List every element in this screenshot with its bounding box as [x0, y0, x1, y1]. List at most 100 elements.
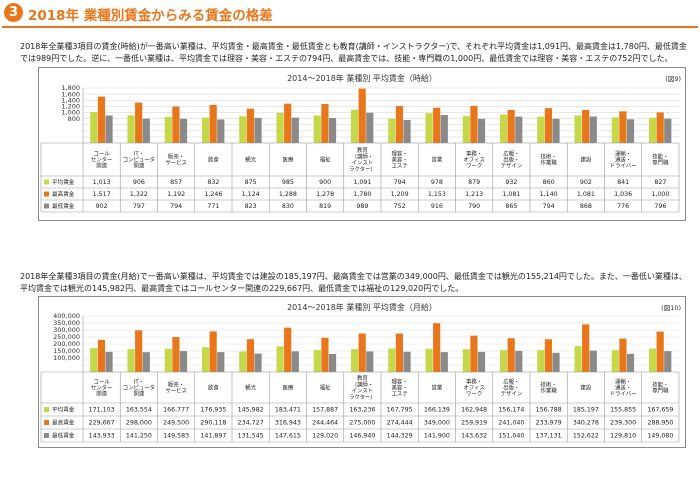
category-label: 観光 [245, 384, 256, 392]
section-header: 3 2018年 業種別賃金からみる賃金の格差 [2, 2, 698, 28]
bar-min [254, 117, 262, 143]
value-cell-avg: 879 [468, 179, 480, 186]
legend-label-min: 最低賃金 [52, 202, 75, 210]
y-tick-label: 1,000 [61, 109, 80, 117]
bar-max [582, 324, 590, 372]
bar-avg [350, 349, 359, 372]
legend-swatch-min [44, 433, 49, 438]
bar-min [552, 352, 560, 372]
bar-avg [537, 350, 545, 372]
bar-max [135, 330, 143, 372]
category-label: 福祉 [320, 156, 331, 164]
category-label: 建設 [580, 384, 591, 392]
bar-max [656, 331, 664, 372]
chart-title-monthly: 2014～2018年 業種別 平均賃金（月給） [287, 303, 437, 312]
y-tick-label: 100,000 [53, 354, 80, 362]
bar-min [328, 117, 337, 143]
value-cell-max: 1,081 [502, 191, 520, 198]
chart-title-hourly: 2014～2018年 業種別 平均賃金（時給） [287, 74, 437, 83]
chart-monthly: 100,000150,000200,000250,000300,000350,0… [40, 312, 680, 443]
category-label: 運輸・通送・ドライバー [610, 149, 637, 169]
bar-min [105, 351, 113, 372]
bar-max [544, 108, 553, 143]
bar-avg [574, 115, 582, 143]
bar-avg [127, 349, 135, 372]
value-cell-avg: 794 [394, 179, 406, 186]
bar-min [403, 351, 411, 372]
category-label: 技術・作業職 [541, 380, 558, 394]
value-cell-min: 129,810 [610, 433, 636, 440]
bar-max [619, 111, 627, 143]
value-cell-max: 1,000 [651, 191, 669, 198]
value-cell-avg: 145,982 [238, 407, 264, 414]
category-label: 営業 [431, 156, 442, 164]
category-label: 技能・専門職 [652, 152, 669, 166]
y-tick-label: 800 [68, 115, 80, 123]
value-cell-avg: 985 [282, 179, 294, 186]
value-cell-max: 1,517 [93, 191, 111, 198]
value-cell-min: 141,900 [424, 433, 450, 440]
section-title: 2018年 業種別賃金からみる賃金の格差 [28, 8, 273, 24]
bar-min [217, 119, 225, 143]
bar-avg [90, 348, 98, 372]
category-label: 広報・出版・デザイン [501, 149, 523, 169]
section-number: 3 [4, 3, 23, 22]
figure-label-hourly: (図9) [665, 75, 681, 83]
value-cell-max: 290,118 [200, 420, 226, 427]
bar-min [440, 352, 448, 372]
bar-max [619, 338, 627, 372]
category-label: 技能・専門職 [652, 380, 669, 394]
bar-min [105, 115, 113, 143]
value-cell-min: 149,583 [163, 433, 189, 440]
bar-max [395, 333, 404, 372]
value-cell-avg: 185,197 [573, 407, 599, 414]
value-cell-max: 1,140 [540, 191, 558, 198]
value-cell-min: 147,615 [275, 433, 301, 440]
bar-min [515, 350, 523, 372]
value-cell-avg: 156,788 [536, 407, 562, 414]
bar-avg [537, 116, 545, 143]
bar-avg [388, 118, 396, 143]
value-cell-avg: 176,935 [200, 407, 226, 414]
category-label: IT・コンピュータ関連 [123, 379, 155, 397]
legend-swatch-avg [44, 407, 49, 412]
y-tick-label: 1,600 [61, 90, 80, 98]
bar-max [433, 323, 441, 372]
bar-min [179, 118, 188, 143]
value-cell-avg: 827 [654, 179, 666, 186]
bar-avg [574, 346, 582, 372]
bar-max [321, 337, 329, 372]
category-label: 販売・サービス [165, 152, 187, 166]
bar-min [254, 353, 262, 372]
category-label: 広報・出版・デザイン [501, 377, 523, 397]
value-cell-max: 298,000 [126, 420, 152, 427]
bar-avg [611, 117, 619, 143]
bar-min [217, 352, 225, 372]
bar-min [142, 352, 150, 372]
y-tick-label: 200,000 [53, 340, 80, 348]
category-label: 営業 [431, 384, 442, 392]
value-cell-max: 1,036 [614, 191, 632, 198]
bar-max [209, 104, 217, 143]
value-cell-avg: 183,471 [275, 407, 301, 414]
bar-min [291, 117, 299, 143]
y-tick-label: 150,000 [53, 347, 80, 355]
category-label: 観光 [245, 156, 256, 164]
value-cell-max: 239,300 [610, 420, 636, 427]
value-cell-max: 229,667 [89, 420, 115, 427]
bar-max [321, 103, 329, 143]
bar-avg [239, 116, 247, 143]
value-cell-max: 1,246 [204, 191, 222, 198]
bar-avg [462, 116, 470, 143]
category-label: 理容・美容・エステ [392, 149, 408, 169]
value-cell-max: 316,943 [275, 420, 301, 427]
value-cell-avg: 171,103 [89, 407, 115, 414]
bar-min [440, 115, 448, 143]
value-cell-max: 233,979 [536, 420, 562, 427]
bar-min [664, 118, 672, 143]
value-cell-avg: 978 [431, 179, 443, 186]
value-cell-max: 259,919 [461, 420, 487, 427]
value-cell-avg: 167,795 [387, 407, 413, 414]
value-cell-max: 1,780 [353, 191, 371, 198]
value-cell-max: 1,322 [130, 191, 148, 198]
